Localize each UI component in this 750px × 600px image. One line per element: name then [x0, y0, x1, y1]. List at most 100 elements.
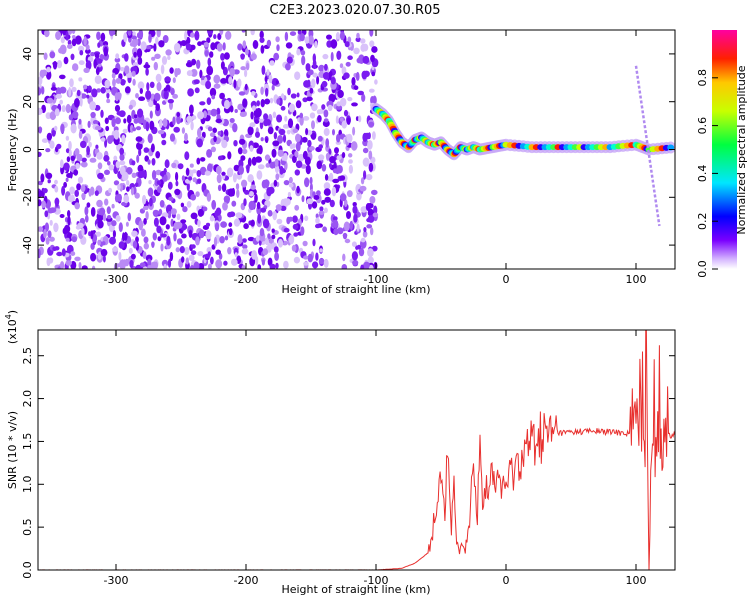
heatmap-noise-cell: [362, 147, 369, 154]
heatmap-noise-cell: [339, 175, 346, 181]
heatmap-noise-cell: [173, 126, 180, 133]
heatmap-noise-cell: [322, 53, 329, 60]
heatmap-noise-cell: [247, 174, 254, 183]
heatmap-noise-cell: [311, 120, 315, 130]
heatmap-noise-cell: [113, 155, 118, 161]
heatmap-noise-cell: [219, 30, 224, 36]
heatmap-noise-cell: [273, 52, 280, 61]
heatmap-noise-cell: [41, 138, 49, 144]
bottom-axes: -300 -200 -100 0 100 0.0 0.5 1.0 1.5 2.0 2.5: [21, 330, 675, 587]
y-tick-label: 1.5: [21, 433, 34, 451]
heatmap-noise-cell: [96, 58, 103, 64]
heatmap-noise-cell: [153, 92, 161, 102]
heatmap-noise-cell: [294, 71, 301, 80]
heatmap-noise-cell: [311, 78, 316, 89]
heatmap-noise-cell: [106, 206, 111, 215]
heatmap-noise-cell: [245, 48, 249, 56]
heatmap-noise-cell: [325, 138, 330, 148]
heatmap-noise-cell: [122, 128, 128, 134]
heatmap-noise-cell: [174, 68, 179, 78]
heatmap-noise-cell: [186, 115, 194, 123]
heatmap-noise-cell: [336, 50, 342, 60]
heatmap-noise-cell: [362, 132, 368, 142]
heatmap-noise-cell: [224, 235, 229, 241]
heatmap-noise-cell: [282, 134, 287, 143]
heatmap-noise-cell: [316, 109, 322, 115]
heatmap-noise-cell: [305, 63, 311, 72]
heatmap-noise-cell: [190, 265, 195, 269]
heatmap-noise-cell: [324, 63, 328, 71]
heatmap-noise-cell: [306, 96, 313, 102]
heatmap-noise-cell: [164, 76, 171, 82]
heatmap-noise-cell: [249, 145, 254, 152]
heatmap-noise-cell: [216, 43, 223, 52]
heatmap-noise-cell: [45, 148, 51, 153]
heatmap-noise-cell: [299, 116, 304, 126]
heatmap-noise-cell: [255, 107, 262, 118]
heatmap-noise-cell: [69, 186, 75, 195]
heatmap-noise-cell: [145, 90, 152, 100]
heatmap-noise-cell: [221, 183, 227, 192]
heatmap-noise-cell: [156, 225, 162, 234]
heatmap-noise-cell: [81, 192, 86, 199]
heatmap-noise-cell: [118, 251, 122, 261]
heatmap-noise-cell: [335, 105, 343, 110]
heatmap-noise-cell: [371, 46, 378, 53]
heatmap-noise-cell: [186, 201, 192, 208]
heatmap-noise-cell: [143, 242, 149, 250]
heatmap-noise-cell: [155, 73, 162, 83]
heatmap-noise-cell: [44, 30, 50, 38]
heatmap-noise-cell: [337, 89, 344, 99]
heatmap-noise-cell: [142, 251, 147, 259]
heatmap-noise-cell: [38, 126, 43, 132]
heatmap-noise-cell: [277, 135, 284, 144]
heatmap-noise-cell: [371, 71, 376, 77]
heatmap-noise-cell: [352, 126, 356, 136]
heatmap-noise-cell: [49, 207, 57, 214]
heatmap-noise-cell: [264, 98, 271, 105]
heatmap-noise-cell: [71, 35, 76, 39]
heatmap-noise-cell: [197, 111, 205, 120]
heatmap-noise-cell: [86, 145, 90, 156]
heatmap-noise-cell: [124, 53, 129, 62]
heatmap-noise-cell: [241, 179, 248, 188]
heatmap-noise-cell: [153, 61, 158, 71]
heatmap-noise-cell: [59, 86, 67, 94]
heatmap-noise-cell: [111, 72, 116, 79]
heatmap-noise-cell: [123, 32, 128, 43]
heatmap-noise-cell: [177, 163, 184, 170]
heatmap-noise-cell: [304, 36, 310, 44]
heatmap-noise-cell: [367, 214, 375, 223]
heatmap-noise-cell: [256, 100, 261, 107]
heatmap-noise-cell: [303, 255, 309, 260]
heatmap-noise-cell: [220, 61, 225, 70]
heatmap-noise-cell: [368, 162, 374, 172]
heatmap-noise-cell: [321, 164, 327, 172]
heatmap-noise-cell: [92, 120, 99, 125]
heatmap-noise-cell: [276, 114, 283, 123]
heatmap-noise-cell: [258, 118, 265, 123]
heatmap-noise-cell: [266, 187, 272, 197]
heatmap-noise-cell: [240, 53, 246, 58]
heatmap-noise-cell: [224, 99, 230, 110]
heatmap-noise-cell: [371, 245, 378, 252]
heatmap-noise-cell: [296, 48, 301, 56]
heatmap-noise-cell: [223, 195, 230, 204]
heatmap-noise-cell: [197, 127, 202, 138]
heatmap-noise-cell: [315, 217, 320, 224]
heatmap-noise-cell: [348, 164, 353, 174]
heatmap-noise-cell: [306, 198, 314, 205]
heatmap-noise-cell: [287, 191, 291, 198]
heatmap-noise-cell: [233, 164, 240, 172]
heatmap-noise-cell: [117, 183, 121, 191]
heatmap-noise-cell: [96, 88, 101, 93]
x-tick-label: 100: [626, 574, 647, 587]
heatmap-noise-cell: [229, 118, 235, 123]
heatmap-noise-cell: [222, 42, 226, 51]
heatmap-noise-cell: [327, 104, 333, 112]
heatmap-noise-cell: [297, 153, 305, 162]
heatmap-noise-cell: [163, 174, 168, 182]
heatmap-noise-cell: [259, 30, 264, 39]
heatmap-noise-cell: [267, 210, 273, 217]
heatmap-noise-cell: [276, 218, 283, 225]
